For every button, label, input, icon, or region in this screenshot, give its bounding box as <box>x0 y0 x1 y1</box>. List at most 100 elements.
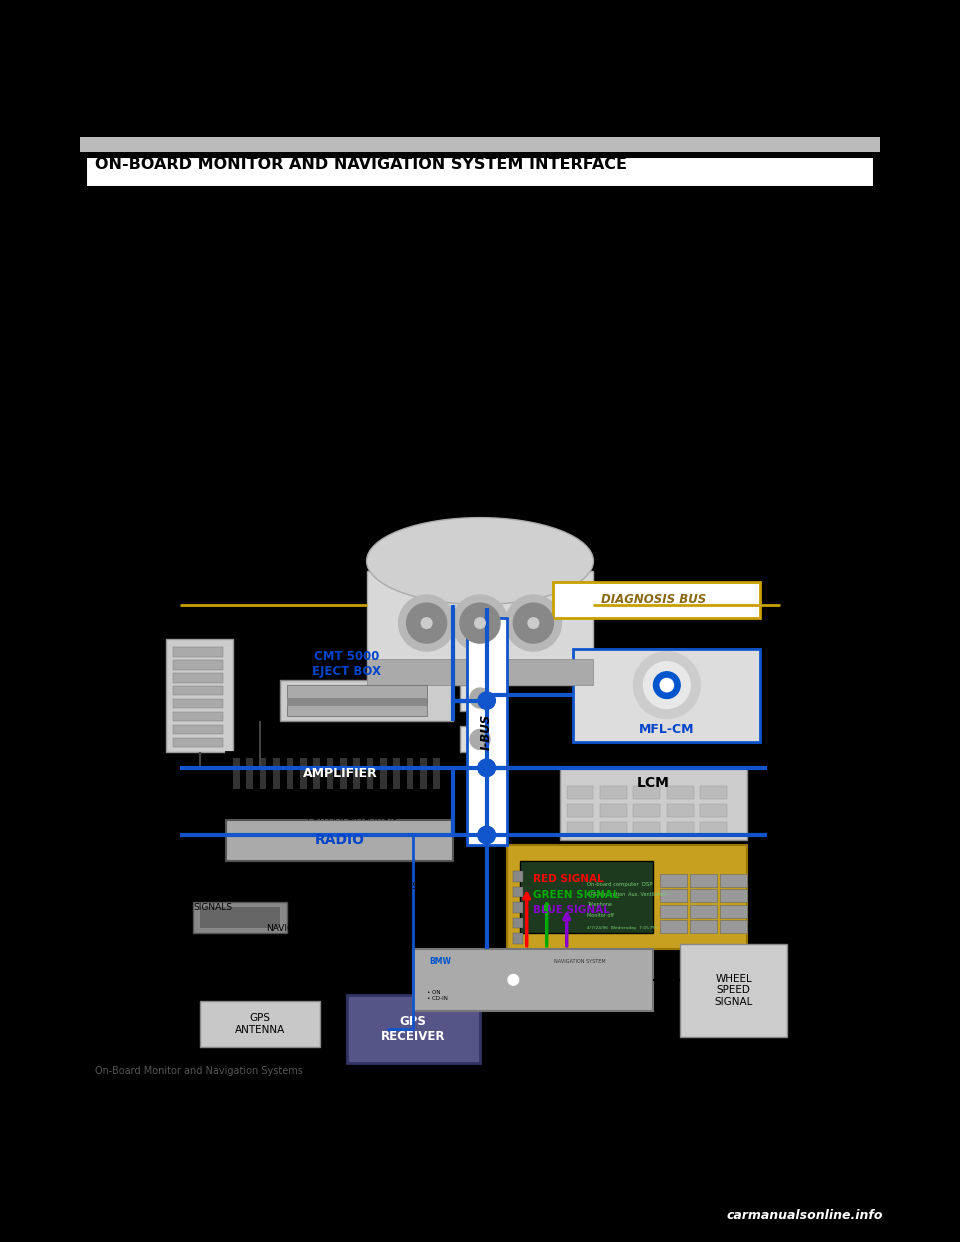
Bar <box>700 786 727 799</box>
Bar <box>347 995 480 1063</box>
Text: 58: 58 <box>95 1048 116 1063</box>
Bar <box>407 758 413 789</box>
Bar <box>86 158 874 188</box>
Bar <box>173 686 223 696</box>
Text: ON-BOARD MONITOR AND NAVIGATION SYSTEM INTERFACE: ON-BOARD MONITOR AND NAVIGATION SYSTEM I… <box>95 158 627 173</box>
Text: GPS
ANTENNA: GPS ANTENNA <box>234 1013 285 1035</box>
Circle shape <box>508 975 518 985</box>
Circle shape <box>470 729 490 749</box>
Bar <box>460 727 500 753</box>
Text: RADIO: RADIO <box>315 833 365 847</box>
Bar <box>720 905 747 918</box>
Circle shape <box>470 688 490 708</box>
Bar <box>313 758 320 789</box>
Bar <box>514 918 523 928</box>
Text: •: • <box>103 216 112 231</box>
Circle shape <box>478 826 495 843</box>
Bar <box>660 905 686 918</box>
Text: AMPLIFIER: AMPLIFIER <box>302 766 377 780</box>
Text: TAPE PLAYER
AUDIO SIGNALS: TAPE PLAYER AUDIO SIGNALS <box>347 872 418 892</box>
Bar <box>413 949 654 1011</box>
Bar <box>566 786 593 799</box>
Text: BLUE SIGNAL: BLUE SIGNAL <box>534 905 611 915</box>
Circle shape <box>634 652 700 718</box>
Bar <box>260 758 267 789</box>
Text: On-board computer  DSP: On-board computer DSP <box>587 882 652 887</box>
Bar <box>460 686 500 710</box>
Text: WHEEL
SPEED
SIGNAL: WHEEL SPEED SIGNAL <box>714 974 753 1007</box>
Bar <box>667 822 693 835</box>
Bar <box>300 758 306 789</box>
Bar <box>173 647 223 657</box>
Bar <box>660 889 686 902</box>
Bar <box>367 571 593 686</box>
Bar <box>566 822 593 835</box>
Bar <box>700 822 727 835</box>
Bar <box>720 874 747 887</box>
Bar <box>286 698 426 705</box>
Bar <box>634 822 660 835</box>
Circle shape <box>528 617 539 628</box>
Bar <box>690 874 717 887</box>
Text: I-BUS: I-BUS <box>480 714 493 750</box>
Bar <box>600 786 627 799</box>
Text: NAVIGATION SYSTEM: NAVIGATION SYSTEM <box>554 959 606 964</box>
Bar <box>553 581 760 619</box>
Bar <box>247 758 253 789</box>
Circle shape <box>660 678 674 692</box>
Bar <box>173 673 223 683</box>
Bar <box>286 686 426 717</box>
Text: •: • <box>103 297 112 312</box>
Bar <box>600 822 627 835</box>
Text: The Mark II nav computer communicates directly on the I-Bus (ARCNET not used).  : The Mark II nav computer communicates di… <box>116 246 649 303</box>
Bar <box>173 661 223 669</box>
Ellipse shape <box>367 518 593 605</box>
Circle shape <box>514 604 553 643</box>
Text: CD
PLAYER
AUDIO
SIGNALS: CD PLAYER AUDIO SIGNALS <box>193 872 232 912</box>
Bar <box>690 905 717 918</box>
Bar <box>720 920 747 933</box>
Bar <box>280 679 453 722</box>
Text: The I-Bus is the main communication link.: The I-Bus is the main communication link… <box>116 199 373 211</box>
Bar <box>420 758 426 789</box>
Bar <box>227 820 453 861</box>
Text: NAVIGATION
AUDIO
SIGNALS: NAVIGATION AUDIO SIGNALS <box>267 924 322 954</box>
Bar <box>200 908 280 928</box>
Bar <box>520 861 654 933</box>
Text: K-BUS: K-BUS <box>273 591 314 604</box>
Bar <box>566 804 593 817</box>
Text: The Mark II nav computer receives two wheel speed sensor signals from the DSC sy: The Mark II nav computer receives two wh… <box>116 297 642 325</box>
Bar <box>700 804 727 817</box>
Bar <box>720 889 747 902</box>
Bar <box>227 753 453 794</box>
Bar <box>467 619 507 846</box>
Text: The Mark II nav computer incorporates an electronic gyro compass which takes the: The Mark II nav computer incorporates an… <box>116 327 629 354</box>
Bar <box>660 920 686 933</box>
Bar <box>233 758 240 789</box>
Bar <box>690 920 717 933</box>
Text: • ON
• CD-IN: • ON • CD-IN <box>426 990 447 1001</box>
Text: On-Board Monitor and Navigation Systems: On-Board Monitor and Navigation Systems <box>95 1067 302 1077</box>
Text: DIAGNOSIS BUS: DIAGNOSIS BUS <box>601 594 707 606</box>
Bar <box>353 758 360 789</box>
Bar <box>514 887 523 897</box>
Bar <box>680 944 787 1037</box>
Circle shape <box>479 693 494 709</box>
Circle shape <box>654 672 680 698</box>
Text: LCM: LCM <box>637 776 670 790</box>
Text: 4/7/24/96  Wednesday  7:05 PM: 4/7/24/96 Wednesday 7:05 PM <box>587 927 657 930</box>
Text: •: • <box>103 246 112 261</box>
Text: CMT 5000
EJECT BOX: CMT 5000 EJECT BOX <box>312 651 381 678</box>
Text: GPS
RECEIVER: GPS RECEIVER <box>381 1015 445 1043</box>
Circle shape <box>478 759 495 776</box>
Bar <box>667 804 693 817</box>
Bar <box>173 738 223 748</box>
Circle shape <box>460 604 500 643</box>
Circle shape <box>505 595 562 651</box>
Bar <box>634 804 660 817</box>
Text: Monitor off: Monitor off <box>587 913 613 918</box>
Bar <box>173 725 223 734</box>
Bar <box>340 758 347 789</box>
Circle shape <box>643 662 690 708</box>
Bar <box>690 889 717 902</box>
